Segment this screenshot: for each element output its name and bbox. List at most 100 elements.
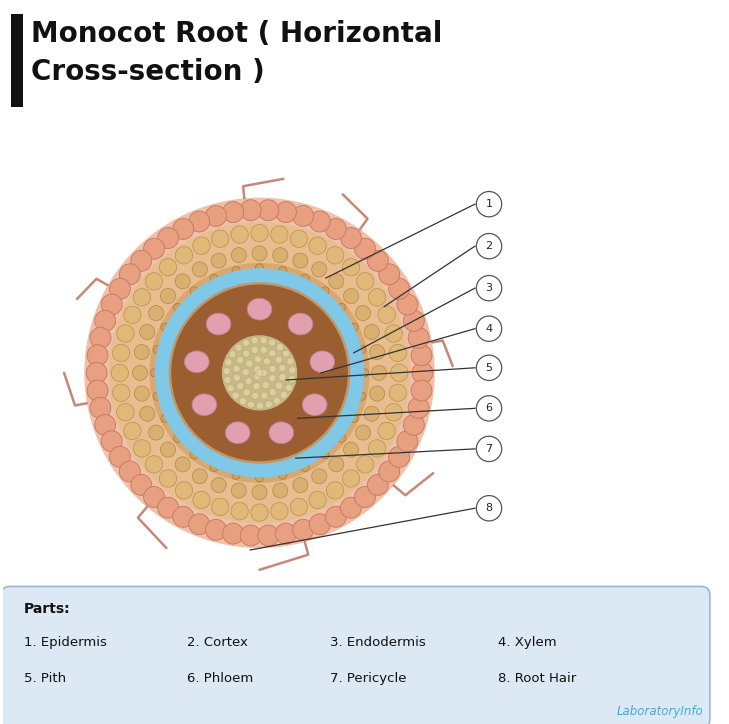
Circle shape bbox=[260, 347, 268, 353]
Circle shape bbox=[242, 369, 249, 376]
Circle shape bbox=[124, 306, 141, 324]
Circle shape bbox=[292, 206, 313, 227]
Circle shape bbox=[222, 335, 297, 411]
Circle shape bbox=[248, 401, 254, 408]
Circle shape bbox=[312, 468, 327, 484]
Circle shape bbox=[251, 504, 268, 521]
Circle shape bbox=[389, 345, 407, 362]
Circle shape bbox=[87, 380, 108, 401]
Circle shape bbox=[260, 337, 267, 344]
Circle shape bbox=[476, 192, 502, 217]
Circle shape bbox=[174, 303, 182, 311]
Bar bbox=[11, 14, 23, 107]
Circle shape bbox=[338, 434, 346, 442]
Circle shape bbox=[144, 238, 165, 259]
Circle shape bbox=[120, 264, 140, 285]
Circle shape bbox=[301, 274, 309, 282]
Text: Monocot Root ( Horizontal: Monocot Root ( Horizontal bbox=[31, 20, 443, 49]
Circle shape bbox=[258, 200, 278, 221]
Circle shape bbox=[253, 383, 260, 390]
Circle shape bbox=[243, 340, 249, 346]
Circle shape bbox=[301, 463, 309, 471]
Circle shape bbox=[149, 306, 163, 321]
Circle shape bbox=[343, 289, 359, 303]
Circle shape bbox=[343, 442, 359, 457]
Circle shape bbox=[368, 289, 386, 306]
Text: 8. Root Hair: 8. Root Hair bbox=[499, 672, 577, 685]
Circle shape bbox=[229, 350, 236, 358]
Circle shape bbox=[95, 414, 116, 435]
Circle shape bbox=[90, 397, 111, 418]
Circle shape bbox=[134, 345, 149, 360]
Circle shape bbox=[329, 274, 344, 289]
Circle shape bbox=[192, 262, 207, 277]
Circle shape bbox=[379, 264, 399, 285]
Circle shape bbox=[254, 373, 261, 380]
Circle shape bbox=[206, 206, 227, 227]
Text: 3. Endodermis: 3. Endodermis bbox=[330, 636, 426, 649]
Circle shape bbox=[411, 345, 432, 366]
Circle shape bbox=[227, 385, 234, 392]
Circle shape bbox=[223, 368, 230, 374]
Circle shape bbox=[350, 414, 358, 423]
Circle shape bbox=[254, 355, 261, 363]
Circle shape bbox=[476, 355, 502, 381]
Circle shape bbox=[309, 492, 327, 509]
Circle shape bbox=[192, 492, 210, 509]
Text: 1: 1 bbox=[486, 199, 493, 209]
Circle shape bbox=[175, 481, 192, 499]
Circle shape bbox=[370, 386, 385, 401]
Circle shape bbox=[356, 273, 374, 290]
Circle shape bbox=[225, 359, 232, 366]
Circle shape bbox=[258, 525, 278, 546]
Circle shape bbox=[211, 498, 229, 515]
Circle shape bbox=[190, 451, 198, 459]
Circle shape bbox=[167, 280, 352, 466]
Circle shape bbox=[270, 226, 288, 243]
Text: 4. Xylem: 4. Xylem bbox=[499, 636, 557, 649]
Circle shape bbox=[134, 386, 149, 401]
Ellipse shape bbox=[184, 351, 209, 373]
Circle shape bbox=[145, 273, 163, 290]
Circle shape bbox=[269, 375, 276, 382]
Circle shape bbox=[293, 253, 308, 268]
Circle shape bbox=[261, 392, 268, 399]
Circle shape bbox=[243, 350, 250, 357]
Circle shape bbox=[312, 262, 327, 277]
Circle shape bbox=[175, 274, 190, 289]
Ellipse shape bbox=[310, 351, 335, 373]
Circle shape bbox=[231, 226, 249, 243]
Circle shape bbox=[109, 222, 410, 523]
Circle shape bbox=[329, 457, 344, 472]
Circle shape bbox=[408, 327, 429, 348]
Circle shape bbox=[372, 366, 386, 380]
Circle shape bbox=[192, 468, 207, 484]
Circle shape bbox=[117, 403, 134, 421]
Circle shape bbox=[262, 382, 269, 389]
Circle shape bbox=[309, 514, 330, 534]
Circle shape bbox=[273, 397, 281, 404]
Circle shape bbox=[150, 369, 159, 377]
Circle shape bbox=[325, 219, 346, 240]
Circle shape bbox=[354, 487, 375, 508]
Circle shape bbox=[161, 414, 169, 423]
Circle shape bbox=[235, 344, 242, 351]
Circle shape bbox=[157, 227, 179, 248]
Circle shape bbox=[476, 233, 502, 259]
Circle shape bbox=[252, 392, 259, 399]
Circle shape bbox=[120, 461, 140, 482]
Text: 3: 3 bbox=[486, 283, 493, 293]
Circle shape bbox=[356, 455, 374, 473]
Text: Parts:: Parts: bbox=[24, 602, 71, 616]
Circle shape bbox=[189, 514, 210, 534]
Circle shape bbox=[173, 219, 194, 240]
Circle shape bbox=[389, 384, 407, 401]
Circle shape bbox=[350, 323, 358, 332]
Circle shape bbox=[145, 455, 163, 473]
Circle shape bbox=[133, 289, 151, 306]
Circle shape bbox=[397, 294, 418, 315]
Circle shape bbox=[140, 406, 155, 421]
Circle shape bbox=[276, 344, 284, 350]
Circle shape bbox=[171, 285, 348, 461]
Circle shape bbox=[287, 358, 294, 365]
